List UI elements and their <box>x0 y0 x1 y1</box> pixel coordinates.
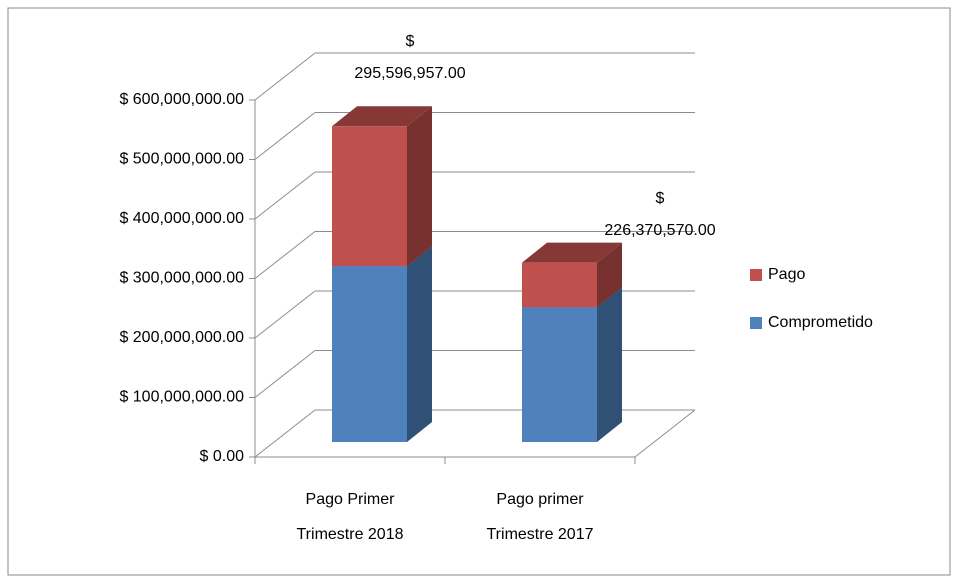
y-tick-label: $ 0.00 <box>200 448 245 465</box>
legend-swatch <box>750 317 762 329</box>
grid-line <box>254 290 316 339</box>
data-label: $ 295,596,957.00 <box>354 33 466 83</box>
y-tick-label: $ 500,000,000.00 <box>119 151 244 168</box>
bar-front <box>332 266 407 442</box>
bar-front <box>522 262 597 308</box>
bar-top <box>332 106 432 127</box>
grid-line <box>254 409 316 458</box>
grid-line <box>254 52 316 101</box>
bar-front <box>332 126 407 267</box>
bar-side <box>597 287 622 442</box>
bar-side <box>407 246 432 442</box>
bar-side <box>407 106 432 267</box>
bar-side <box>597 242 622 308</box>
grid-line <box>254 231 316 279</box>
legend-label: Comprometido <box>768 314 873 331</box>
x-tick-label: Pago Primer Trimestre 2018 <box>296 491 404 543</box>
x-tick-label: Pago primer Trimestre 2017 <box>486 491 594 543</box>
y-tick-label: $ 100,000,000.00 <box>119 389 244 406</box>
legend-label: Pago <box>768 266 805 283</box>
data-label: $ 226,370,570.00 <box>604 189 716 239</box>
y-tick-label: $ 600,000,000.00 <box>119 91 244 108</box>
bar-top <box>522 242 622 263</box>
y-tick-label: $ 300,000,000.00 <box>119 270 244 287</box>
grid-line <box>254 171 316 220</box>
legend-swatch <box>750 269 762 281</box>
grid-line <box>254 350 316 398</box>
y-tick-label: $ 200,000,000.00 <box>119 329 244 346</box>
grid-line <box>254 112 316 160</box>
y-tick-label: $ 400,000,000.00 <box>119 210 244 227</box>
bar-front <box>522 307 597 442</box>
floor-edge <box>634 409 696 458</box>
